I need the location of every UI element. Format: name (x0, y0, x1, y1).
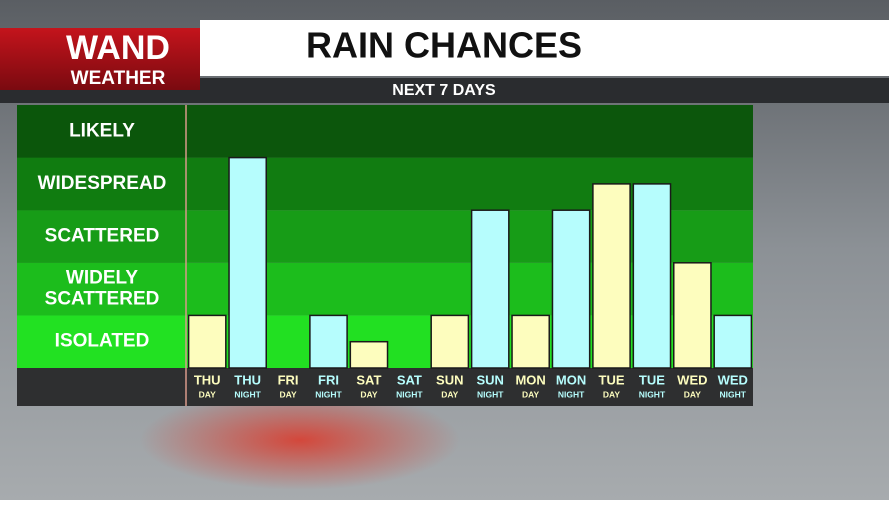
x-tick-label: SUN (476, 372, 503, 387)
x-tick-label: WED (718, 372, 748, 387)
background-glow (140, 390, 460, 490)
x-tick-label: WED (677, 372, 707, 387)
x-tick-period: DAY (441, 389, 458, 399)
bar (713, 314, 753, 369)
bar (349, 340, 389, 369)
x-tick-label: SAT (356, 372, 381, 387)
bar (309, 314, 348, 369)
category-row (17, 368, 753, 406)
x-tick-label: SAT (397, 372, 422, 387)
bar (511, 314, 550, 369)
level-band-label-bg (17, 210, 186, 263)
x-tick-period: NIGHT (720, 389, 747, 399)
chart-title: RAIN CHANCES (306, 25, 582, 66)
x-tick-label: FRI (318, 372, 339, 387)
bar (430, 314, 470, 369)
bar (187, 314, 227, 369)
chart-subtitle: NEXT 7 DAYS (392, 82, 496, 99)
x-tick-label: THU (234, 372, 261, 387)
y-tick-label: WIDESPREAD (38, 173, 167, 194)
level-band-label-bg (17, 157, 186, 211)
y-tick-label: ISOLATED (55, 331, 150, 352)
x-tick-label: TUE (639, 372, 665, 387)
x-tick-period: NIGHT (234, 389, 261, 399)
x-tick-label: MON (556, 372, 586, 387)
x-tick-label: MON (515, 372, 545, 387)
x-tick-period: DAY (360, 389, 377, 399)
x-tick-label: SUN (436, 372, 463, 387)
x-tick-period: NIGHT (558, 389, 585, 399)
bar (632, 183, 672, 369)
bar (592, 183, 631, 369)
x-tick-period: DAY (522, 389, 539, 399)
x-tick-label: TUE (599, 372, 625, 387)
x-tick-label: THU (194, 372, 221, 387)
level-band-label-bg (17, 105, 186, 158)
y-tick-label: LIKELY (69, 120, 135, 141)
level-band-label-bg (17, 262, 186, 316)
logo-box (0, 28, 200, 90)
logo-tagline: WEATHER (71, 68, 166, 89)
x-tick-period: NIGHT (639, 389, 666, 399)
x-tick-label: FRI (278, 372, 299, 387)
logo-name: WAND (66, 29, 170, 67)
title-bar (200, 20, 889, 76)
bar (228, 156, 267, 369)
y-tick-label: SCATTERED (45, 226, 160, 247)
y-tick-label: WIDELY SCATTERED (45, 268, 160, 310)
x-tick-period: NIGHT (396, 389, 423, 399)
level-band-label-bg (17, 315, 186, 368)
x-tick-period: NIGHT (315, 389, 342, 399)
x-tick-period: NIGHT (477, 389, 504, 399)
bar (470, 209, 510, 369)
x-tick-period: DAY (603, 389, 620, 399)
bar (551, 209, 591, 369)
bar (673, 262, 712, 369)
x-tick-period: DAY (279, 389, 296, 399)
x-tick-period: DAY (199, 389, 216, 399)
x-tick-period: DAY (684, 389, 701, 399)
